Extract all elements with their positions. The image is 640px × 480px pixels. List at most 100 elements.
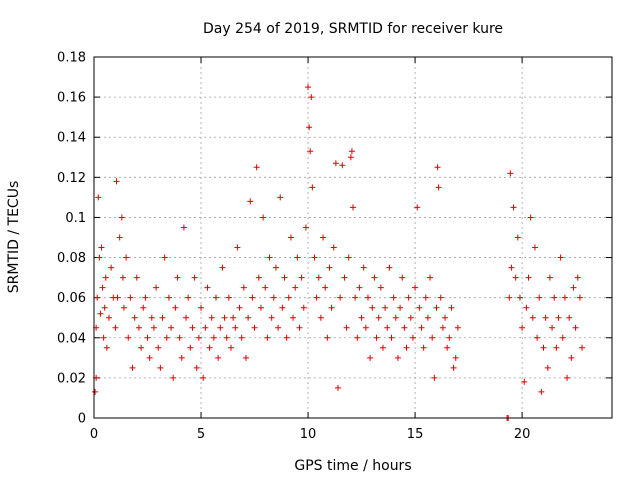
data-point (559, 334, 566, 341)
data-point (202, 324, 209, 331)
data-point (191, 274, 198, 281)
data-point (225, 294, 232, 301)
data-point (219, 264, 226, 271)
data-point (388, 334, 395, 341)
data-point (155, 344, 162, 351)
data-point (305, 84, 312, 91)
y-tick-label: 0.08 (57, 251, 86, 266)
data-point (568, 354, 575, 361)
data-point (157, 364, 164, 371)
data-point (534, 334, 541, 341)
data-point (442, 314, 449, 321)
data-point (332, 160, 339, 167)
data-point (343, 324, 350, 331)
data-point (206, 344, 213, 351)
data-point (335, 384, 342, 391)
data-point (195, 334, 202, 341)
data-point (418, 324, 425, 331)
data-point (536, 294, 543, 301)
data-point (382, 304, 389, 311)
data-point (223, 334, 230, 341)
data-point (527, 214, 534, 221)
data-point (392, 314, 399, 321)
data-point (561, 294, 568, 301)
data-point (431, 374, 438, 381)
data-point (257, 304, 264, 311)
data-point (412, 284, 419, 291)
data-point (249, 294, 256, 301)
data-point (290, 314, 297, 321)
data-point (283, 334, 290, 341)
data-point (422, 294, 429, 301)
data-point (514, 234, 521, 241)
data-point (403, 344, 410, 351)
data-point (437, 294, 444, 301)
data-point (245, 314, 252, 321)
data-point (187, 344, 194, 351)
data-point (112, 324, 119, 331)
data-point (150, 324, 157, 331)
data-point (294, 254, 301, 261)
x-tick-label: 10 (300, 427, 317, 442)
data-point (285, 294, 292, 301)
data-point (105, 314, 112, 321)
data-point (183, 314, 190, 321)
data-point (553, 344, 560, 351)
data-point (337, 294, 344, 301)
data-point (163, 334, 170, 341)
chart-title: Day 254 of 2019, SRMTID for receiver kur… (203, 21, 503, 37)
data-point (99, 284, 106, 291)
data-point (519, 324, 526, 331)
y-tick-label: 0.02 (57, 371, 86, 386)
data-point (133, 274, 140, 281)
data-point (95, 194, 102, 201)
data-point (360, 264, 367, 271)
data-point (328, 304, 335, 311)
data-point (544, 364, 551, 371)
data-point (375, 314, 382, 321)
data-point (407, 314, 414, 321)
data-point (397, 304, 404, 311)
data-point (330, 244, 337, 251)
data-point (260, 214, 267, 221)
data-point (242, 354, 249, 361)
data-point (386, 264, 393, 271)
data-point (108, 264, 115, 271)
y-tick-label: 0.04 (57, 331, 86, 346)
data-point (345, 254, 352, 261)
data-point (551, 294, 558, 301)
data-point (574, 274, 581, 281)
data-point (348, 148, 355, 155)
data-point (352, 294, 359, 301)
data-point (129, 364, 136, 371)
data-point (200, 374, 207, 381)
data-point (446, 334, 453, 341)
data-point (362, 324, 369, 331)
data-point (354, 334, 361, 341)
data-point (146, 354, 153, 361)
data-point (270, 294, 277, 301)
plot-frame (93, 56, 613, 419)
x-axis-label: GPS time / hours (294, 458, 411, 474)
data-point (538, 388, 545, 395)
data-point (153, 284, 160, 291)
data-point (232, 324, 239, 331)
data-point (120, 304, 127, 311)
data-point (159, 314, 166, 321)
data-point (433, 304, 440, 311)
data-point (546, 274, 553, 281)
data-point (399, 274, 406, 281)
data-point (255, 274, 262, 281)
data-point (287, 234, 294, 241)
data-point (298, 274, 305, 281)
data-point (240, 284, 247, 291)
data-point (371, 274, 378, 281)
data-point (564, 374, 571, 381)
data-point (427, 274, 434, 281)
data-point (356, 284, 363, 291)
data-point (148, 314, 155, 321)
x-tick-label: 20 (514, 427, 531, 442)
data-point (322, 284, 329, 291)
data-point (313, 294, 320, 301)
data-point (358, 314, 365, 321)
